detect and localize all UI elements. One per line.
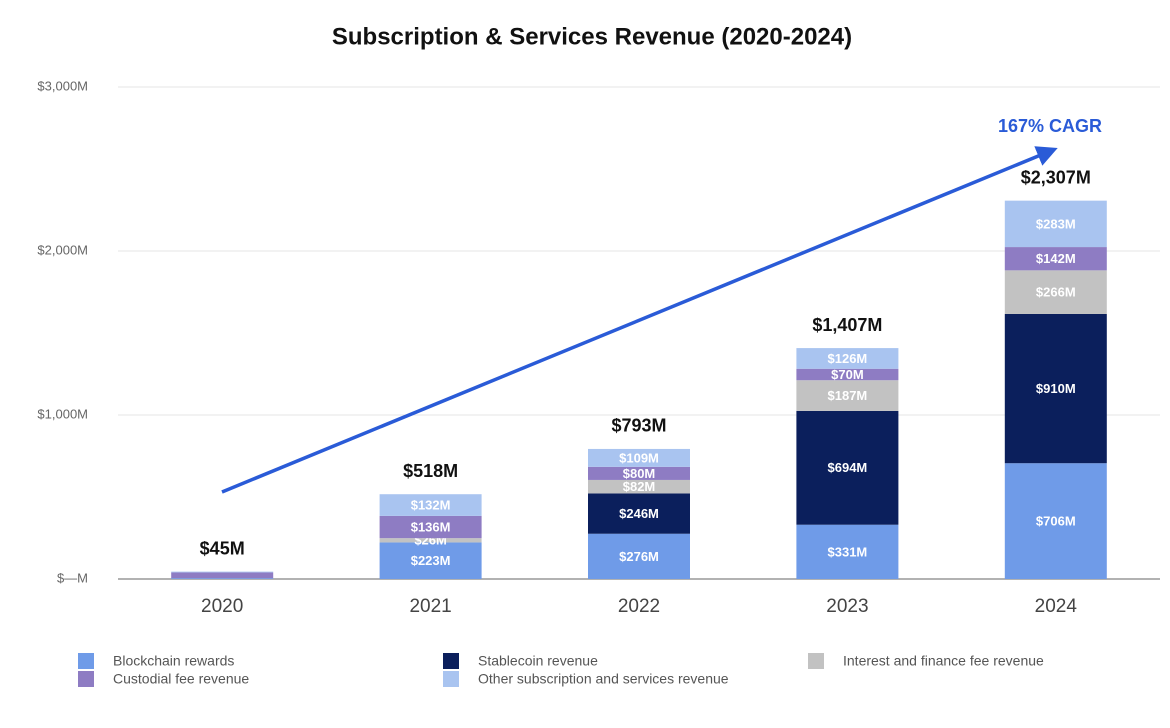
bar-segment [171,572,274,579]
bar-segment [379,515,482,539]
bar-segment [796,524,899,579]
legend-label: Stablecoin revenue [478,653,598,669]
legend-swatch [443,671,459,687]
data-label: $706M [1036,514,1076,529]
x-tick-label: 2024 [1035,596,1078,617]
legend-label: Blockchain rewards [113,653,234,669]
chart-title: Subscription & Services Revenue (2020-20… [332,23,852,50]
data-label: $70M [831,367,864,382]
data-label: $132M [411,497,451,512]
x-tick-label: 2022 [618,596,660,617]
annotation: 167% CAGR [998,116,1102,136]
total-label: $45M [200,538,245,558]
legend-swatch [78,671,94,687]
legend-label: Other subscription and services revenue [478,671,729,687]
data-label: $80M [623,466,656,481]
x-tick-label: 2023 [826,596,868,617]
cagr-arrow [221,146,1058,494]
legend-swatch [443,653,459,669]
bar-segment [588,466,690,480]
data-label: $910M [1036,381,1076,396]
data-label: $187M [828,388,868,403]
bar-segment [1004,463,1107,579]
y-tick-label: $1,000M [37,406,88,421]
data-label: $694M [828,460,868,475]
data-label: $266M [1036,285,1076,300]
data-label: $109M [619,450,659,465]
data-label: $276M [619,549,659,564]
data-label: $246M [619,506,659,521]
y-tick-label: $3,000M [37,78,88,93]
plot-area: $—M $1,000M $2,000M $3,000M 2020 $45M 2021 $223… [37,78,1160,687]
y-tick-label: $—M [57,570,88,585]
x-tick-label: 2020 [201,596,243,617]
total-label: $518M [403,461,458,481]
data-label: $126M [828,351,868,366]
bar-segment [171,571,274,573]
bar-segment [379,542,482,579]
bar-segment [796,380,899,411]
bar-segment [1004,247,1107,271]
bar-segment [1004,313,1107,464]
bar-segment [588,479,690,494]
data-label: $223M [411,553,451,568]
bar-segment [796,410,899,525]
bar-segment [796,348,899,369]
data-label: $82M [623,479,656,494]
bar-segment [379,494,482,516]
x-tick-label: 2021 [409,596,451,617]
total-label: $793M [611,416,666,436]
y-tick-label: $2,000M [37,242,88,257]
bar-segment [379,538,482,543]
legend-swatch [78,653,94,669]
total-label: $1,407M [812,315,882,335]
bar-segment [1004,200,1107,248]
data-label: $283M [1036,216,1076,231]
bar-segment [171,578,274,579]
legend-label: Custodial fee revenue [113,671,249,687]
data-label: $331M [828,544,868,559]
data-label: $136M [411,519,451,534]
data-label: $142M [1036,251,1076,266]
bar-segment [1004,270,1107,314]
legend-swatch [808,653,824,669]
bar-segment [588,493,690,534]
bar-segment [796,368,899,381]
legend-label: Interest and finance fee revenue [843,653,1044,669]
bar-segment [588,533,690,579]
bar-segment [588,448,690,467]
total-label: $2,307M [1021,167,1091,187]
